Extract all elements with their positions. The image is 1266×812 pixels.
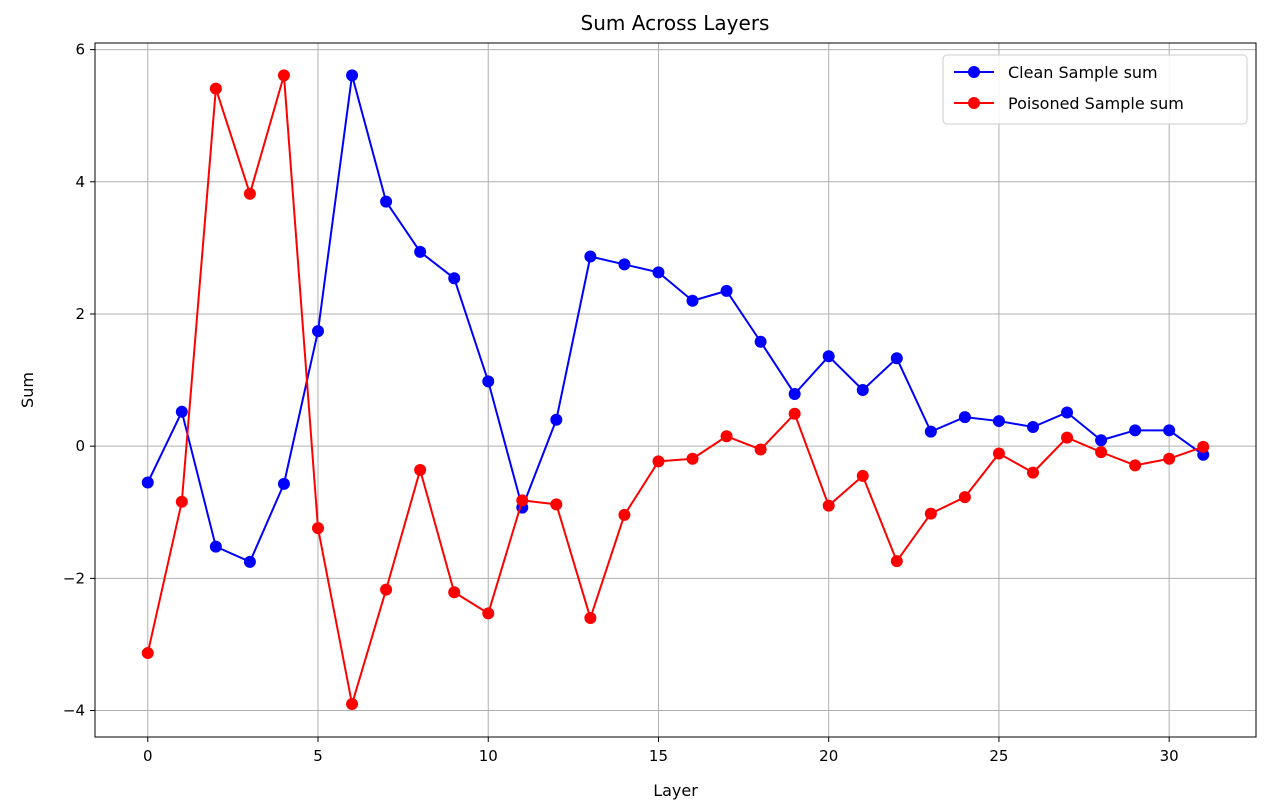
data-point <box>890 352 903 365</box>
data-point <box>856 384 869 396</box>
data-point <box>448 272 461 285</box>
y-tick-label: 2 <box>75 305 85 323</box>
data-point <box>652 455 665 468</box>
data-point <box>1129 459 1142 472</box>
data-point <box>754 443 767 456</box>
legend: Clean Sample sum Poisoned Sample sum <box>942 54 1248 125</box>
data-point <box>924 507 937 520</box>
data-point <box>175 495 188 508</box>
data-point <box>822 350 835 363</box>
data-point <box>243 555 256 568</box>
legend-label: Clean Sample sum <box>1008 63 1158 82</box>
data-point <box>1163 424 1176 437</box>
legend-label: Poisoned Sample sum <box>1008 94 1184 113</box>
data-point <box>720 284 733 297</box>
data-point <box>1061 431 1074 444</box>
data-point <box>516 494 529 507</box>
x-axis-label: Layer <box>653 781 698 800</box>
data-point <box>1026 421 1039 434</box>
y-tick-label: −4 <box>63 702 85 720</box>
chart-title: Sum Across Layers <box>581 11 770 35</box>
legend-item: Poisoned Sample sum <box>954 94 1184 113</box>
x-tick-label: 5 <box>313 747 323 765</box>
y-axis-label: Sum <box>18 372 37 408</box>
data-point <box>958 411 971 424</box>
data-point <box>550 413 563 426</box>
data-point <box>414 463 427 476</box>
x-tick-label: 25 <box>989 747 1008 765</box>
data-point <box>686 452 699 465</box>
data-point <box>584 612 597 625</box>
data-point <box>1095 434 1108 447</box>
data-point <box>1129 424 1142 437</box>
data-point <box>482 607 495 620</box>
data-point <box>1197 440 1210 453</box>
data-point <box>380 583 393 596</box>
series-clean <box>141 69 1210 568</box>
data-point <box>277 69 290 82</box>
data-point <box>482 375 495 388</box>
legend-box <box>942 54 1248 125</box>
data-point <box>720 430 733 443</box>
legend-item: Clean Sample sum <box>954 63 1158 82</box>
data-point <box>754 335 767 348</box>
data-point <box>312 325 325 338</box>
data-point <box>312 522 325 535</box>
series-poisoned <box>141 69 1210 710</box>
data-point <box>788 407 801 420</box>
data-point <box>822 499 835 512</box>
data-point <box>992 415 1005 428</box>
data-point <box>1026 466 1039 479</box>
data-point <box>686 294 699 307</box>
data-point <box>652 266 665 279</box>
x-tick-label: 10 <box>479 747 498 765</box>
data-point <box>243 187 256 200</box>
y-tick-label: −2 <box>63 569 85 587</box>
series-line <box>146 74 1204 705</box>
data-point <box>584 250 597 263</box>
legend-marker <box>968 66 980 78</box>
data-point <box>618 508 631 521</box>
data-point <box>141 476 154 489</box>
data-point <box>1163 452 1176 465</box>
x-tick-label: 20 <box>819 747 838 765</box>
x-tick-label: 15 <box>649 747 668 765</box>
data-point <box>175 405 188 418</box>
data-point <box>618 258 631 271</box>
axis-ticks: 0 5 10 15 20 25 30 −4 −2 0 2 4 6 <box>63 41 1179 765</box>
data-point <box>141 647 154 660</box>
series-layer <box>141 69 1210 710</box>
plot-area-frame <box>94 42 1257 738</box>
data-point <box>890 555 903 568</box>
y-tick-label: 4 <box>75 173 85 191</box>
legend-marker <box>968 97 980 109</box>
data-point <box>1095 446 1108 459</box>
y-tick-label: 6 <box>75 41 85 59</box>
data-point <box>380 195 393 208</box>
y-tick-label: 0 <box>75 437 85 455</box>
data-point <box>856 469 869 482</box>
data-point <box>550 498 563 511</box>
data-point <box>448 586 461 599</box>
data-point <box>209 540 222 553</box>
data-point <box>346 697 359 710</box>
data-point <box>414 245 427 258</box>
data-point <box>346 69 359 82</box>
data-point <box>958 491 971 504</box>
data-point <box>277 477 290 490</box>
data-point <box>1061 406 1074 419</box>
x-tick-label: 0 <box>143 747 153 765</box>
grid-lines <box>95 43 1256 737</box>
data-point <box>992 447 1005 460</box>
data-point <box>788 387 801 400</box>
x-tick-label: 30 <box>1160 747 1179 765</box>
data-point <box>924 425 937 438</box>
data-point <box>209 82 222 95</box>
